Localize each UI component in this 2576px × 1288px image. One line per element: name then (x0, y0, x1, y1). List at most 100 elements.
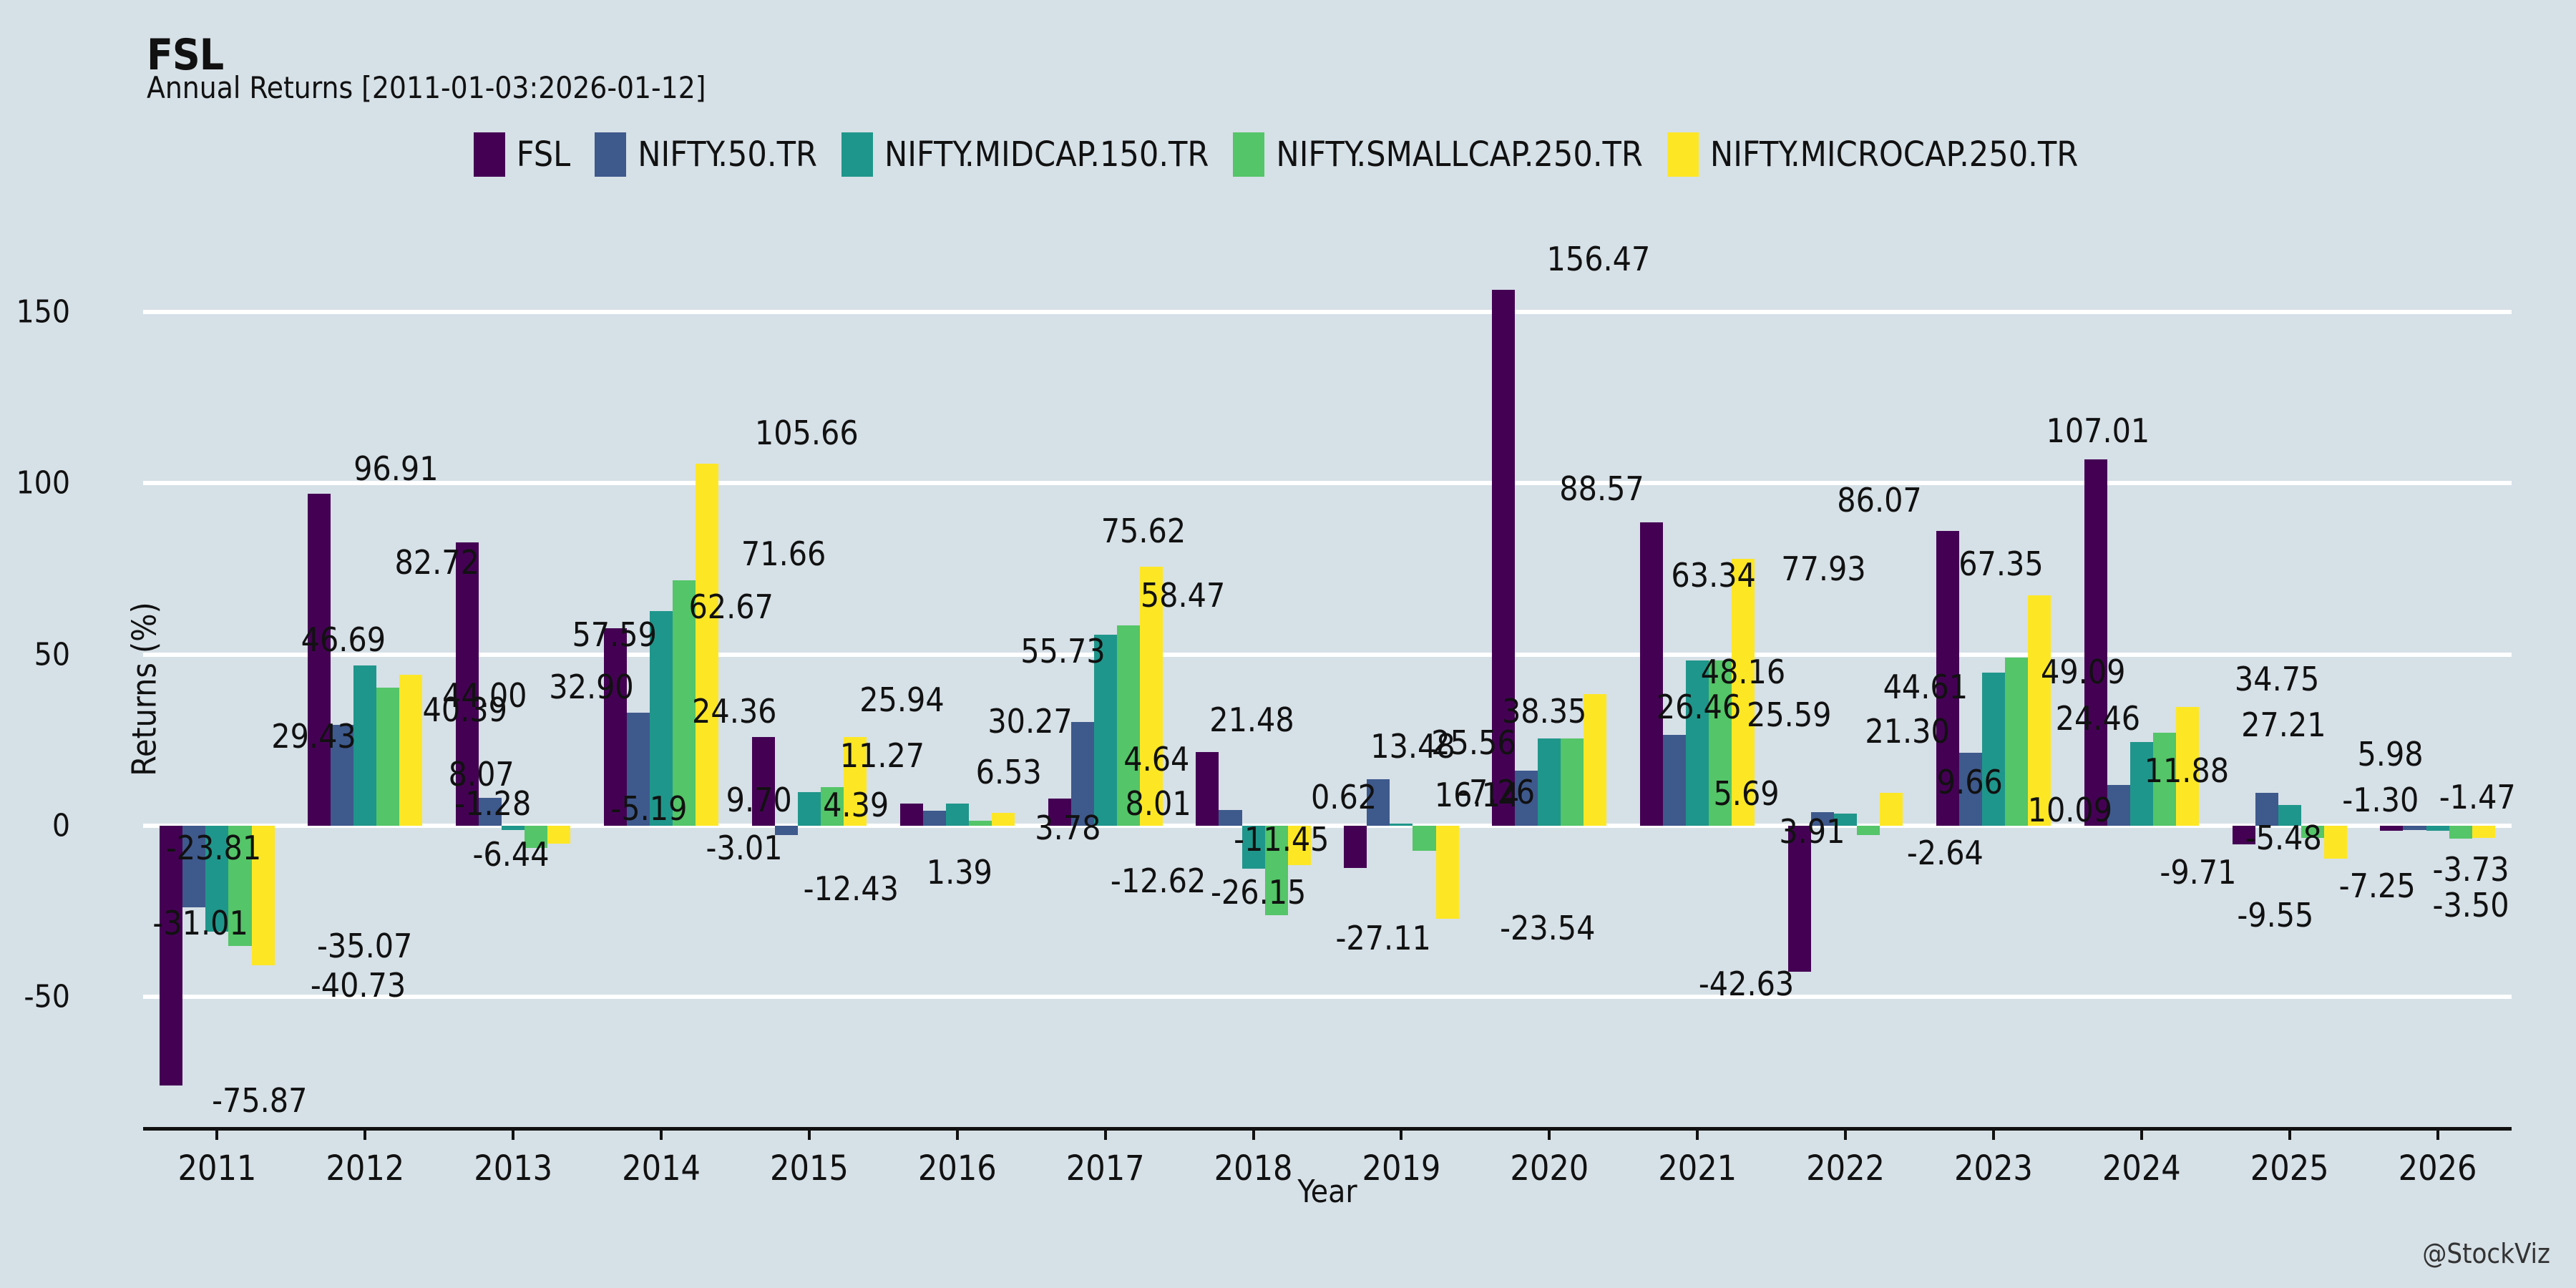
legend-item-fsl[interactable]: FSL (473, 132, 570, 177)
bar[interactable] (1584, 694, 1607, 826)
bar[interactable] (547, 825, 571, 844)
legend-item-nifty-smallcap-250-tr[interactable]: NIFTY.SMALLCAP.250.TR (1233, 132, 1643, 177)
bar[interactable] (2175, 706, 2199, 826)
bar[interactable] (751, 736, 775, 826)
bar[interactable] (1367, 779, 1390, 826)
bar[interactable] (1686, 660, 1709, 826)
bar-value-label: 105.66 (754, 413, 859, 452)
gridline (143, 652, 2512, 657)
bar[interactable] (1880, 792, 1903, 826)
bar-value-label: -6.44 (472, 834, 550, 874)
bar[interactable] (205, 825, 229, 932)
bar[interactable] (1413, 825, 1436, 851)
watermark: @StockViz (2422, 1238, 2550, 1269)
bar[interactable] (2472, 825, 2495, 838)
bar[interactable] (456, 542, 479, 826)
bar[interactable] (1219, 809, 1242, 826)
bar[interactable] (1561, 738, 1584, 826)
bar[interactable] (1958, 752, 1982, 826)
bar[interactable] (2004, 658, 2029, 826)
bar[interactable] (2152, 732, 2176, 826)
bar[interactable] (673, 580, 696, 826)
bar[interactable] (797, 792, 821, 826)
bar[interactable] (1196, 752, 1219, 826)
bar[interactable] (502, 825, 525, 831)
bar[interactable] (353, 665, 377, 826)
bar[interactable] (2380, 825, 2404, 831)
bar[interactable] (2107, 785, 2130, 826)
bar[interactable] (251, 825, 275, 965)
bar-value-label: -1.30 (2342, 781, 2419, 820)
bar[interactable] (1287, 825, 1311, 865)
bar[interactable] (1048, 798, 1071, 826)
bar[interactable] (820, 786, 844, 826)
bar-value-label: -7.25 (2338, 866, 2416, 905)
bar[interactable] (899, 803, 923, 826)
bar[interactable] (2426, 825, 2449, 831)
legend-item-nifty-midcap-150-tr[interactable]: NIFTY.MIDCAP.150.TR (841, 132, 1209, 177)
bar[interactable] (1936, 531, 1959, 826)
bar[interactable] (1070, 722, 1094, 826)
bar[interactable] (1116, 625, 1140, 826)
bar[interactable] (1732, 558, 1755, 826)
bar[interactable] (650, 611, 673, 826)
bar[interactable] (1492, 290, 1516, 826)
bar[interactable] (479, 798, 502, 826)
bar-value-label: -5.48 (2245, 819, 2322, 857)
bar[interactable] (991, 812, 1015, 826)
bar[interactable] (1139, 567, 1163, 826)
bar[interactable] (2129, 741, 2153, 826)
bar-value-label: -23.54 (1500, 909, 1596, 948)
bar[interactable] (626, 713, 650, 826)
bar[interactable] (1344, 825, 1367, 869)
bar-value-label: -75.87 (212, 1080, 308, 1120)
bar[interactable] (308, 494, 331, 826)
bar[interactable] (399, 675, 423, 826)
bar[interactable] (525, 825, 548, 848)
bar[interactable] (696, 464, 719, 826)
bar[interactable] (1390, 823, 1413, 826)
bar[interactable] (922, 810, 946, 826)
bar[interactable] (968, 821, 992, 826)
bar[interactable] (2028, 595, 2051, 826)
bar[interactable] (1538, 738, 1561, 826)
bar[interactable] (182, 825, 206, 907)
bar[interactable] (2301, 825, 2324, 838)
bar[interactable] (2084, 459, 2107, 826)
bar[interactable] (844, 736, 867, 826)
bar[interactable] (228, 825, 252, 946)
bar-value-label: -1.47 (2439, 777, 2516, 816)
bar[interactable] (1810, 812, 1835, 826)
bar[interactable] (1435, 825, 1459, 919)
bar[interactable] (1857, 825, 1880, 835)
bar[interactable] (2449, 825, 2472, 839)
bar[interactable] (1663, 735, 1687, 826)
bar[interactable] (2255, 792, 2278, 826)
bar[interactable] (376, 687, 400, 826)
bar-value-label: 34.75 (2234, 659, 2320, 698)
bar[interactable] (1709, 660, 1732, 826)
bar[interactable] (1241, 825, 1265, 869)
bar[interactable] (2278, 805, 2301, 826)
bar[interactable] (2323, 825, 2347, 859)
bar[interactable] (2403, 825, 2426, 831)
bar-value-label: 38.35 (1501, 692, 1587, 731)
legend-item-nifty-50-tr[interactable]: NIFTY.50.TR (595, 132, 817, 177)
bar[interactable] (1640, 522, 1664, 826)
bar[interactable] (1981, 673, 2005, 826)
bar[interactable] (1515, 770, 1538, 826)
bar[interactable] (1787, 825, 1811, 972)
bar[interactable] (1264, 825, 1288, 916)
bar[interactable] (160, 825, 183, 1085)
bar[interactable] (603, 628, 627, 826)
legend-item-nifty-microcap-250-tr[interactable]: NIFTY.MICROCAP.250.TR (1667, 132, 2078, 177)
bar[interactable] (945, 803, 969, 826)
bar[interactable] (2232, 825, 2255, 845)
bar[interactable] (774, 825, 798, 835)
bar[interactable] (1093, 635, 1117, 826)
bar[interactable] (331, 725, 354, 826)
legend-label: NIFTY.SMALLCAP.250.TR (1276, 135, 1643, 175)
bar-value-label: -23.81 (165, 828, 262, 867)
bar[interactable] (1834, 814, 1858, 826)
bar-value-label: 10.09 (2027, 791, 2113, 830)
